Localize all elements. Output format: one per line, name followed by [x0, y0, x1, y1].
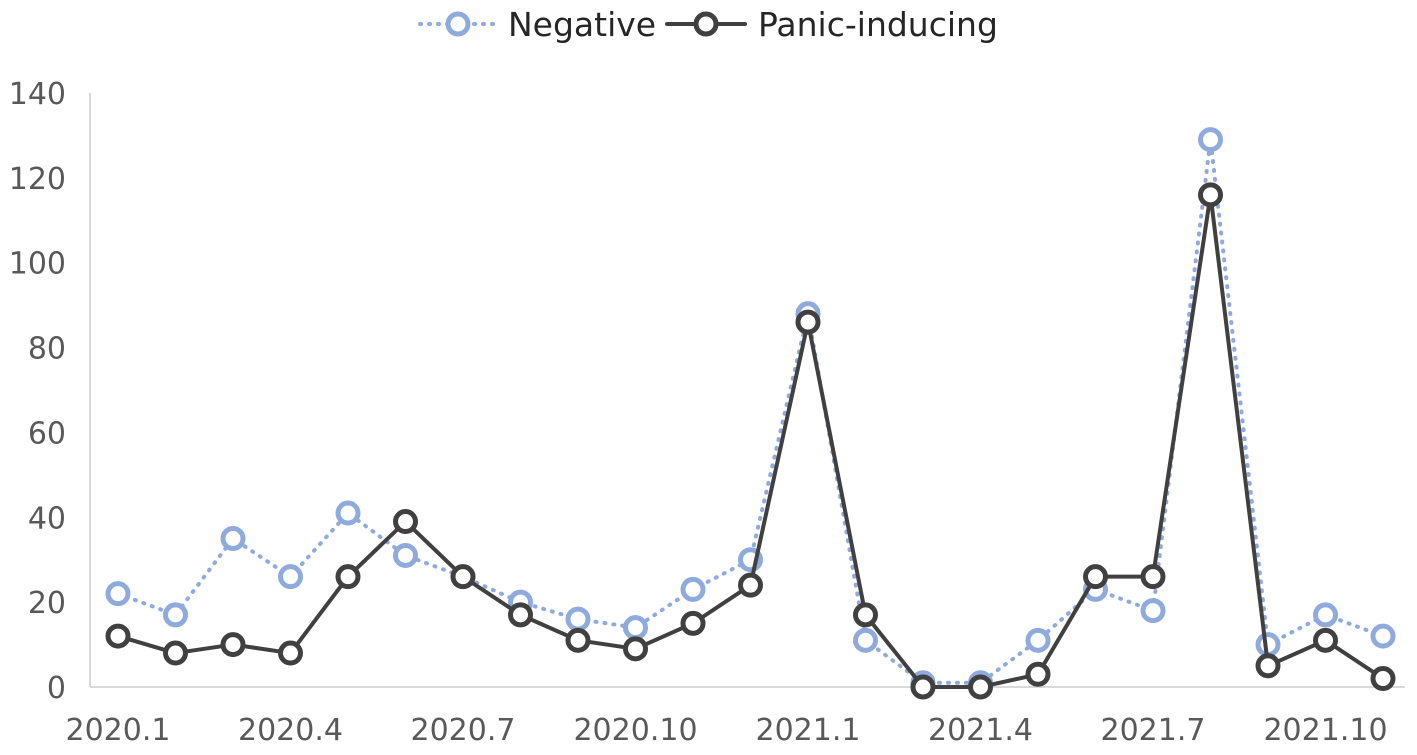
y-tick-label: 140 — [9, 77, 66, 112]
data-point-negative — [1370, 623, 1396, 649]
x-tick-label: 2020.1 — [66, 713, 171, 748]
y-tick-label: 0 — [47, 671, 66, 706]
data-point-negative — [1313, 602, 1338, 628]
data-point-negative — [623, 615, 648, 641]
data-point-panic-inducing — [278, 640, 303, 666]
data-point-panic-inducing — [508, 602, 533, 628]
data-point-panic-inducing — [853, 602, 878, 628]
data-point-panic-inducing — [565, 627, 591, 653]
y-tick-label: 20 — [28, 586, 66, 621]
y-tick-label: 60 — [28, 416, 66, 451]
x-tick-label: 2020.10 — [573, 713, 697, 748]
x-tick-label: 2021.4 — [928, 713, 1033, 748]
data-point-negative — [1140, 598, 1166, 624]
data-point-panic-inducing — [1370, 666, 1396, 692]
data-point-panic-inducing — [105, 623, 131, 649]
x-tick-label: 2020.7 — [411, 713, 516, 748]
data-point-negative — [163, 602, 188, 628]
data-point-negative — [393, 542, 418, 568]
x-tick-label: 2020.4 — [238, 713, 343, 748]
x-tick-label: 2021.1 — [756, 713, 861, 748]
data-point-negative — [1025, 627, 1051, 653]
data-point-panic-inducing — [968, 674, 993, 700]
series-line-negative — [116, 137, 1385, 685]
data-point-panic-inducing — [220, 632, 246, 658]
data-point-negative — [335, 500, 361, 526]
x-tick-label: 2021.7 — [1101, 713, 1206, 748]
data-point-negative — [220, 526, 246, 551]
data-point-negative — [1198, 127, 1223, 153]
data-point-panic-inducing — [1083, 564, 1108, 590]
data-point-panic-inducing — [335, 564, 361, 590]
data-point-negative — [853, 627, 878, 653]
data-point-panic-inducing — [910, 674, 936, 700]
data-point-panic-inducing — [393, 509, 418, 535]
y-tick-label: 40 — [28, 501, 66, 536]
legend-label-negative: Negative — [508, 5, 656, 44]
legend-label-panic-inducing: Panic-inducing — [758, 5, 998, 44]
data-point-panic-inducing — [738, 572, 763, 598]
y-tick-label: 80 — [28, 332, 66, 367]
y-tick-label: 100 — [9, 247, 66, 282]
legend-marker-panic-inducing — [693, 11, 719, 37]
chart-legend: Negative Panic-inducing — [418, 5, 998, 44]
data-point-panic-inducing — [795, 309, 821, 335]
y-tick-label: 120 — [9, 162, 66, 197]
legend-marker-negative — [445, 11, 471, 37]
data-point-panic-inducing — [1313, 627, 1338, 653]
x-tick-label: 2021.10 — [1263, 713, 1387, 748]
data-point-panic-inducing — [450, 564, 476, 590]
data-point-panic-inducing — [623, 636, 648, 662]
chart-series-layer — [105, 127, 1396, 700]
data-point-panic-inducing — [1198, 182, 1223, 208]
data-point-panic-inducing — [1025, 661, 1051, 687]
data-point-negative — [105, 581, 131, 607]
data-point-negative — [278, 564, 303, 590]
chart-axes: 0 20 40 60 80 100 120 140 2020.1 2020.4 2020.7 2020… — [9, 77, 1405, 748]
data-point-negative — [565, 606, 591, 632]
data-point-panic-inducing — [1140, 564, 1166, 590]
data-point-panic-inducing — [1255, 653, 1281, 679]
data-point-panic-inducing — [163, 640, 188, 666]
data-point-panic-inducing — [680, 610, 706, 636]
data-point-negative — [680, 576, 706, 602]
